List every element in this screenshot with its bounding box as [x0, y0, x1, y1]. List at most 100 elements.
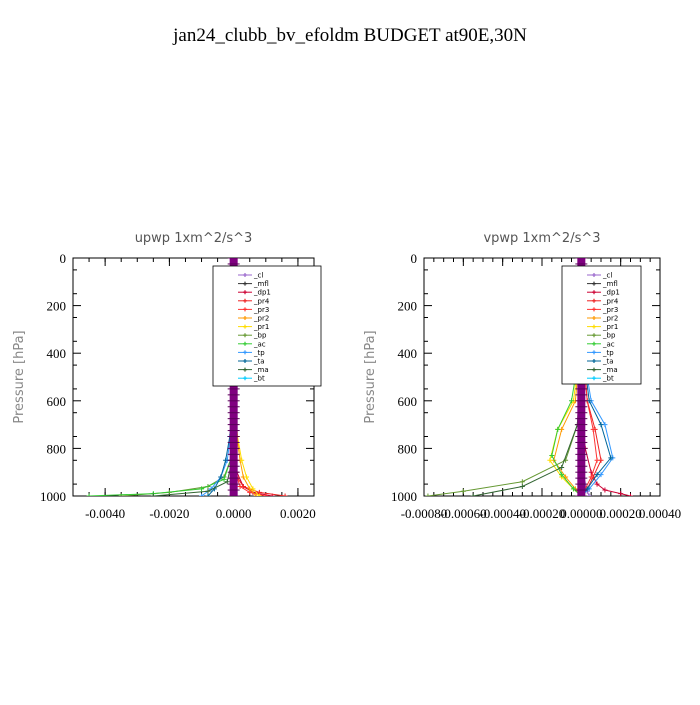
data-point-ac	[555, 426, 561, 432]
y-axis-label: Pressure [hPa]	[363, 330, 378, 423]
legend-marker	[592, 273, 596, 277]
y-tick-label: 800	[398, 441, 418, 456]
legend-label: _ma	[602, 366, 618, 374]
data-point-ac	[86, 493, 92, 496]
legend-label: _bt	[253, 375, 265, 383]
legend-marker	[592, 359, 596, 363]
data-point-tp	[199, 493, 205, 496]
y-tick-label: 0	[60, 251, 67, 266]
legend-marker	[592, 316, 596, 320]
y-axis-label: Pressure [hPa]	[12, 330, 27, 423]
data-point-ta	[608, 455, 614, 461]
legend-label: _pr2	[253, 315, 269, 323]
legend: _cl_mfl_dp1_pr4_pr3_pr2_pr1_bp_ac_tp_ta_…	[212, 265, 322, 387]
y-tick-label: 400	[398, 346, 418, 361]
data-point-ac	[559, 472, 565, 478]
chart-title: vpwp 1xm^2/s^3	[483, 231, 600, 246]
legend-marker	[243, 307, 247, 312]
data-point-ma	[559, 464, 565, 470]
data-point-pr3	[263, 493, 269, 496]
x-tick-label: 0.0000	[216, 506, 252, 521]
data-point-dp1	[594, 481, 600, 487]
data-point-dp1	[628, 493, 633, 496]
legend-marker	[592, 341, 596, 346]
legend-label: _pr3	[602, 306, 618, 314]
legend-label: _ac	[602, 340, 615, 348]
data-point-pr1	[547, 457, 553, 463]
y-tick-label: 200	[398, 299, 418, 314]
y-tick-label: 1000	[391, 489, 417, 504]
legend-label: _tp	[602, 349, 614, 357]
legend-marker	[243, 341, 247, 346]
data-point-ac	[221, 476, 227, 482]
data-point-ta	[594, 472, 600, 478]
legend-marker	[592, 281, 596, 286]
data-point-ma	[519, 483, 525, 489]
legend-marker	[592, 324, 596, 329]
data-point-cl	[586, 493, 592, 496]
legend-marker	[243, 281, 247, 286]
legend-label: _pr1	[602, 323, 618, 331]
x-tick-label: -0.0040	[85, 506, 125, 521]
legend-marker	[592, 290, 596, 295]
data-point-ta	[586, 398, 592, 404]
legend-marker	[243, 324, 247, 329]
x-tick-label: -0.00020	[519, 506, 566, 521]
legend-label: _dp1	[602, 289, 620, 297]
legend-marker	[592, 350, 596, 355]
x-tick-label: 0.00040	[639, 506, 681, 521]
data-point-bp	[460, 488, 466, 494]
x-tick-label: -0.00040	[479, 506, 526, 521]
y-tick-label: 200	[47, 299, 67, 314]
legend-label: _ta	[253, 358, 265, 366]
legend-label: _cl	[602, 272, 612, 280]
data-point-dp1	[602, 487, 608, 493]
data-point-ma	[224, 479, 230, 485]
y-tick-label: 600	[47, 394, 67, 409]
legend-label: _pr4	[253, 297, 270, 305]
data-point-ta	[218, 474, 224, 480]
data-point-dp1	[618, 491, 624, 496]
data-point-pr3	[588, 474, 594, 480]
legend-marker	[592, 367, 596, 372]
legend-marker	[592, 307, 596, 312]
legend-label: _cl	[253, 272, 263, 280]
legend-label: _ac	[253, 340, 266, 348]
data-point-pr1	[256, 493, 262, 496]
data-point-bp	[519, 479, 525, 485]
legend-marker	[243, 290, 247, 295]
data-point-pr3	[594, 457, 600, 463]
legend-label: _bp	[602, 332, 616, 340]
legend: _cl_mfl_dp1_pr4_pr3_pr2_pr1_bp_ac_tp_ta_…	[561, 265, 642, 385]
legend-label: _bp	[253, 332, 267, 340]
data-point-pr2	[253, 493, 259, 496]
legend-marker	[592, 298, 596, 303]
legend-marker	[243, 350, 247, 355]
legend-label: _pr3	[253, 306, 269, 314]
x-tick-label: -0.0020	[149, 506, 189, 521]
legend-marker	[243, 316, 247, 320]
data-point-ac	[199, 486, 205, 492]
y-tick-label: 800	[47, 441, 67, 456]
legend-marker	[592, 333, 596, 338]
data-point-pr1	[239, 457, 245, 463]
y-tick-label: 600	[398, 394, 418, 409]
legend-label: _mfl	[602, 280, 618, 288]
x-tick-label: -0.00080	[401, 506, 448, 521]
legend-label: _dp1	[253, 289, 271, 297]
data-point-pr3	[590, 426, 596, 432]
data-point-pr3	[237, 483, 243, 489]
x-tick-label: 0.00000	[560, 506, 602, 521]
legend-marker	[243, 367, 247, 372]
chart-title: upwp 1xm^2/s^3	[135, 231, 253, 246]
y-tick-label: 400	[47, 346, 67, 361]
legend-label: _ta	[602, 358, 614, 366]
chart-panel-2: vpwp 1xm^2/s^3 Pressure [hPa] 0 200 400 600 80…	[363, 231, 681, 521]
legend-marker	[243, 359, 247, 363]
data-point-ma	[205, 488, 211, 494]
legend-label: _mfl	[253, 280, 269, 288]
legend-marker	[592, 376, 596, 381]
data-point-ta	[598, 422, 604, 428]
legend-label: _bt	[602, 375, 614, 383]
